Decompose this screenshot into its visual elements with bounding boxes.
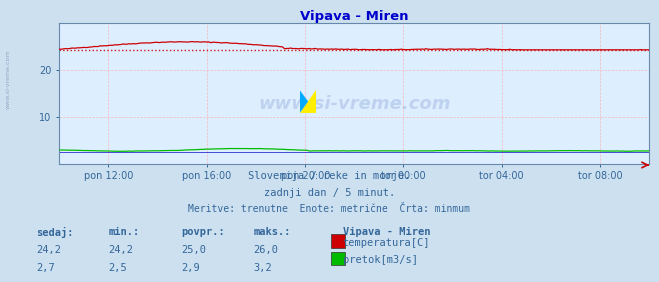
Text: Meritve: trenutne  Enote: metrične  Črta: minmum: Meritve: trenutne Enote: metrične Črta: … xyxy=(188,204,471,214)
Text: Vipava - Miren: Vipava - Miren xyxy=(343,227,430,237)
Text: www.si-vreme.com: www.si-vreme.com xyxy=(258,95,451,113)
Text: 24,2: 24,2 xyxy=(36,245,61,255)
Text: 2,7: 2,7 xyxy=(36,263,55,273)
Text: 24,2: 24,2 xyxy=(109,245,134,255)
Text: zadnji dan / 5 minut.: zadnji dan / 5 minut. xyxy=(264,188,395,197)
Text: min.:: min.: xyxy=(109,227,140,237)
Text: temperatura[C]: temperatura[C] xyxy=(343,237,430,248)
Text: Slovenija / reke in morje.: Slovenija / reke in morje. xyxy=(248,171,411,180)
Title: Vipava - Miren: Vipava - Miren xyxy=(300,10,409,23)
Text: 3,2: 3,2 xyxy=(254,263,272,273)
Text: 2,9: 2,9 xyxy=(181,263,200,273)
Polygon shape xyxy=(300,90,316,113)
Text: 26,0: 26,0 xyxy=(254,245,279,255)
Text: povpr.:: povpr.: xyxy=(181,227,225,237)
Text: www.si-vreme.com: www.si-vreme.com xyxy=(5,49,11,109)
Polygon shape xyxy=(300,90,308,113)
Text: pretok[m3/s]: pretok[m3/s] xyxy=(343,255,418,265)
Text: 2,5: 2,5 xyxy=(109,263,127,273)
Text: maks.:: maks.: xyxy=(254,227,291,237)
Text: 25,0: 25,0 xyxy=(181,245,206,255)
Text: sedaj:: sedaj: xyxy=(36,227,74,238)
